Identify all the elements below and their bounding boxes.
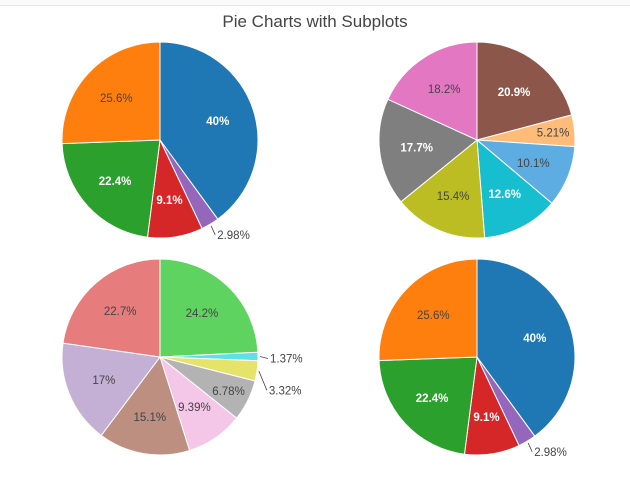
pie-3-label-8: 22.7% — [104, 306, 137, 318]
pie-1-label-5: 25.6% — [100, 93, 133, 105]
pie-1-label-1: 40% — [206, 116, 229, 128]
pie-3-label-5: 9.39% — [178, 402, 211, 414]
pie-3-slice-1[interactable] — [159, 258, 259, 358]
pie-1-slice-4[interactable] — [61, 139, 161, 238]
pie-3-label-7: 17% — [92, 375, 115, 387]
pie-2-label-1: 20.9% — [498, 87, 531, 99]
pie-3-leader-2 — [259, 356, 269, 359]
pie-3-slice-7[interactable] — [61, 342, 161, 437]
pie-3: 24.2% 1.37% 3.32% 6.78%9.39% 15.1% 17% 22.7% — [61, 258, 303, 456]
pie-3-label-3: 3.32% — [269, 385, 302, 397]
pie-2-label-7: 18.2% — [428, 84, 461, 96]
pie-3-slice-6[interactable] — [100, 355, 191, 456]
pie-4-label-2: 2.98% — [534, 447, 567, 459]
pie-2-slice-6[interactable] — [378, 98, 478, 203]
pie-2-slice-1[interactable] — [476, 41, 573, 141]
pie-2-label-4: 12.6% — [488, 189, 521, 201]
pie-2-slice-4[interactable] — [476, 138, 553, 239]
pie-4-slice-4[interactable] — [378, 356, 478, 455]
pie-3-label-6: 15.1% — [133, 412, 166, 424]
pie-1-label-4: 22.4% — [99, 176, 132, 188]
pie-1-leader-2 — [210, 225, 216, 235]
pie-4: 40% 2.98% 9.1% 22.4% 25.6% — [378, 258, 576, 459]
top-border — [0, 0, 630, 6]
pie-2-label-2: 5.21% — [537, 128, 570, 140]
pie-1-label-3: 9.1% — [156, 195, 182, 207]
pie-1-slice-5[interactable] — [61, 41, 161, 145]
pie-4-label-4: 22.4% — [416, 393, 449, 405]
pie-1-label-2: 2.98% — [217, 230, 250, 242]
pie-1-slice-1[interactable] — [159, 41, 259, 220]
pie-4-label-5: 25.6% — [417, 310, 450, 322]
pie-2-label-5: 15.4% — [437, 191, 470, 203]
pie-3-label-1: 24.2% — [186, 308, 219, 320]
pie-1: 40% 2.98% 9.1% 22.4% 25.6% — [61, 41, 259, 242]
pie-2-slice-5[interactable] — [400, 139, 486, 239]
chart-title: Pie Charts with Subplots — [222, 12, 408, 31]
pie-2-label-3: 10.1% — [517, 158, 550, 170]
pie-4-label-1: 40% — [523, 333, 546, 345]
pie-3-label-4: 6.78% — [212, 386, 245, 398]
pie-4-slice-1[interactable] — [476, 258, 576, 437]
pie-4-label-3: 9.1% — [473, 412, 499, 424]
pie-3-label-2: 1.37% — [270, 354, 303, 366]
pie-4-leader-2 — [527, 442, 533, 452]
pie-4-slice-5[interactable] — [378, 258, 478, 362]
pie-2: 20.9% 5.21% 10.1% 12.6% 15.4% 17.7% 18.2% — [378, 41, 576, 239]
pie-3-slice-8[interactable] — [62, 258, 161, 358]
pie-2-slice-7[interactable] — [387, 41, 478, 141]
pie-3-leader-3 — [258, 371, 268, 391]
pie-2-label-6: 17.7% — [400, 143, 433, 155]
